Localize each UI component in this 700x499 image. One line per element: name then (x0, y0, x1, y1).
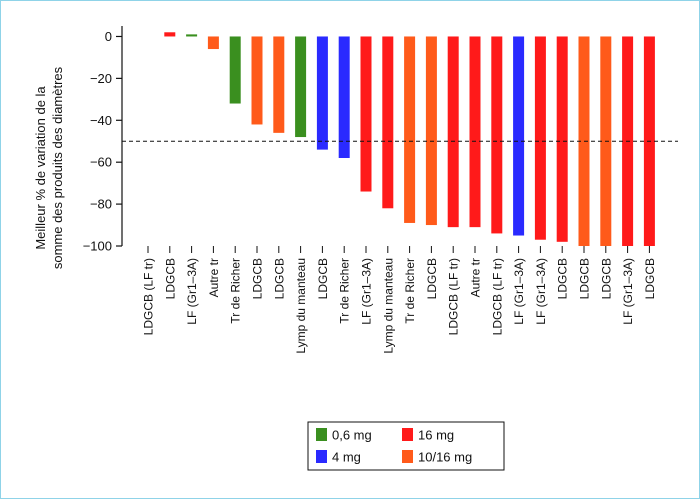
y-tick-label: −100 (83, 239, 112, 254)
y-tick-label: −80 (90, 197, 112, 212)
bar (360, 36, 372, 192)
x-tick-label: LDGCB (272, 258, 286, 299)
x-tick-label: LDGCB (425, 258, 439, 299)
bar (556, 36, 568, 242)
x-tick-label: LDGCB (LF tr) (490, 258, 504, 335)
x-tick-label: LF (Gr1–3A) (621, 258, 635, 325)
legend-label: 4 mg (332, 450, 361, 465)
x-tick-label: LF (Gr1–3A) (534, 258, 548, 325)
y-axis-title: Meilleur % de variation de la somme des … (33, 66, 65, 269)
x-tick-label: Lymp du manteau (381, 258, 395, 354)
bar (273, 36, 285, 133)
x-tick-label: LF (Gr1–3A) (360, 258, 374, 325)
bar (425, 36, 437, 226)
bars (164, 32, 655, 246)
x-tick-label: LDGCB (251, 258, 265, 299)
bar (534, 36, 546, 240)
legend-swatch (316, 450, 327, 463)
x-tick-label: LDGCB (578, 258, 592, 299)
bar (316, 36, 328, 150)
bar (207, 36, 219, 50)
category-labels: LDGCB (LF tr) LDGCB LF (Gr1–3A) Autre tr Tr … (142, 246, 657, 354)
legend-swatch (402, 450, 413, 463)
legend-swatch (316, 428, 327, 441)
legend-label: 10/16 mg (418, 450, 472, 465)
bar (513, 36, 525, 236)
bar (382, 36, 394, 209)
y-tick-label: −60 (90, 155, 112, 170)
legend-swatch (402, 428, 413, 441)
bar (338, 36, 350, 158)
x-tick-label: LDGCB (316, 258, 330, 299)
bar (251, 36, 263, 125)
y-axis-title-line-2: somme des produits des diamètres (50, 66, 65, 269)
x-tick-label: Lymp du manteau (294, 258, 308, 354)
bar (229, 36, 241, 104)
bar (295, 36, 307, 138)
x-tick-label: LDGCB (643, 258, 657, 299)
bar (491, 36, 503, 234)
bar (404, 36, 416, 223)
y-tick-label: −20 (90, 71, 112, 86)
axes: 0 −20 −40 −60 −80 −100 (83, 26, 123, 254)
x-tick-label: Tr de Richer (229, 258, 243, 324)
legend-label: 0,6 mg (332, 428, 372, 443)
y-tick-label: −40 (90, 113, 112, 128)
x-tick-label: LF (Gr1–3A) (512, 258, 526, 325)
bar (469, 36, 481, 228)
x-tick-label: Tr de Richer (338, 258, 352, 324)
legend-label: 16 mg (418, 428, 454, 443)
x-tick-label: LDGCB (599, 258, 613, 299)
x-tick-label: Autre tr (469, 258, 483, 297)
legend: 0,6 mg 16 mg 4 mg 10/16 mg (307, 421, 505, 471)
x-tick-label: LDGCB (556, 258, 570, 299)
bar (164, 32, 176, 37)
x-tick-label: LDGCB (163, 258, 177, 299)
x-tick-label: Autre tr (207, 258, 221, 297)
y-tick-label: 0 (105, 29, 112, 44)
x-tick-label: LDGCB (LF tr) (447, 258, 461, 335)
x-tick-label: LF (Gr1–3A) (185, 258, 199, 325)
bar (186, 34, 198, 37)
x-tick-label: Tr de Richer (403, 258, 417, 324)
y-axis-title-line-1: Meilleur % de variation de la (33, 86, 48, 250)
x-tick-label: LDGCB (LF tr) (142, 258, 156, 335)
bar (447, 36, 459, 228)
